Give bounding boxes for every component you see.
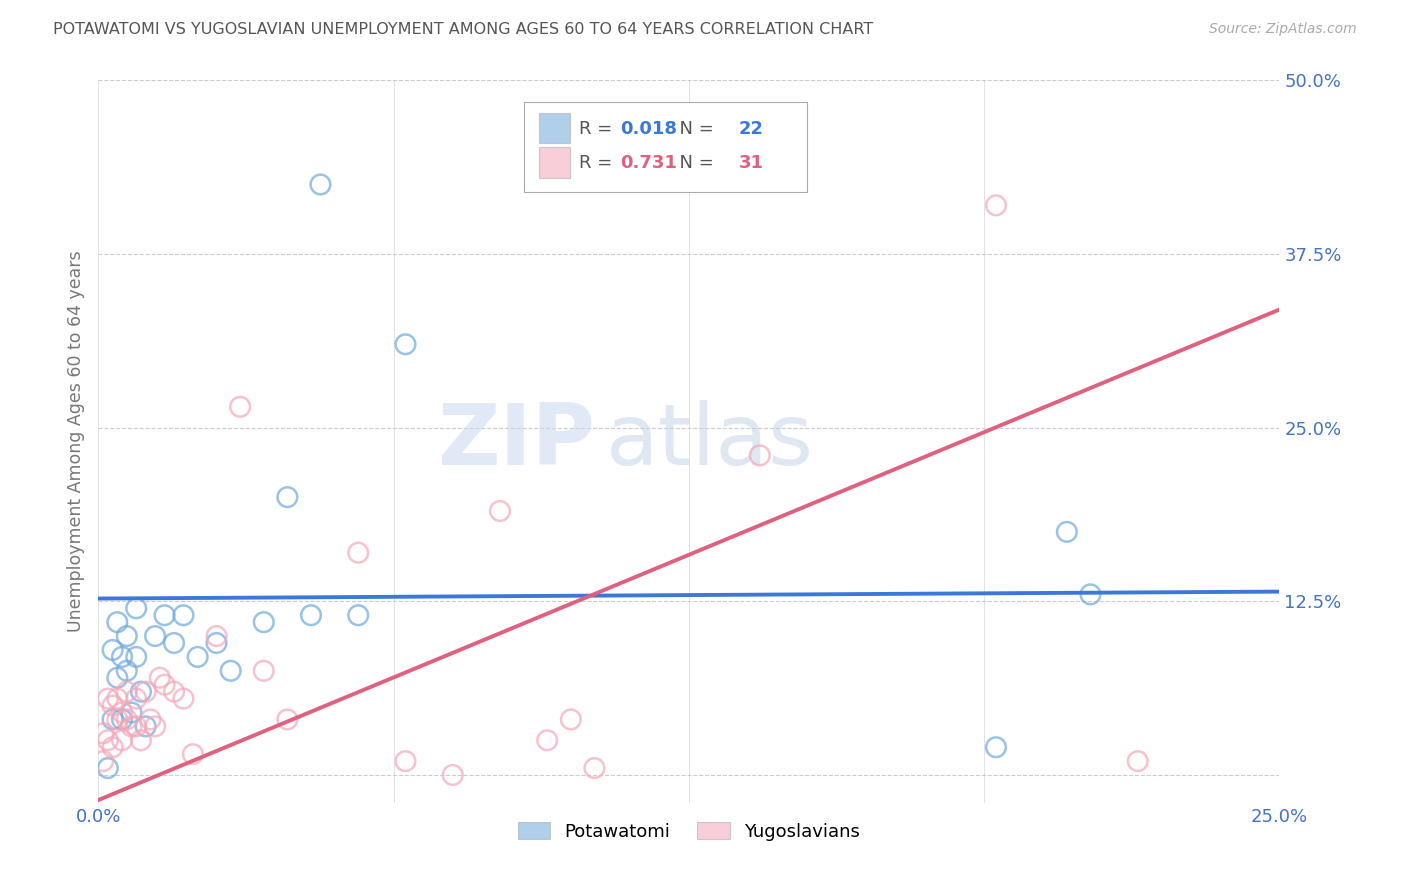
Point — [129, 733, 152, 747]
Point — [111, 713, 134, 727]
Text: N =: N = — [668, 154, 720, 172]
Point — [135, 719, 157, 733]
Point — [187, 649, 209, 664]
Point — [347, 608, 370, 623]
Text: 0.731: 0.731 — [620, 154, 678, 172]
Point — [984, 740, 1007, 755]
Point — [205, 629, 228, 643]
Point — [115, 713, 138, 727]
Point — [163, 684, 186, 698]
Text: R =: R = — [579, 154, 619, 172]
Point — [111, 733, 134, 747]
Point — [121, 719, 143, 733]
Point — [347, 546, 370, 560]
Text: R =: R = — [579, 120, 619, 137]
Point — [1056, 524, 1078, 539]
Point — [101, 740, 124, 755]
Point — [105, 713, 128, 727]
Text: atlas: atlas — [606, 400, 814, 483]
Point — [91, 754, 114, 768]
Point — [394, 337, 416, 351]
Point — [299, 608, 322, 623]
Point — [172, 608, 194, 623]
Point — [149, 671, 172, 685]
Point — [115, 629, 138, 643]
Text: 31: 31 — [738, 154, 763, 172]
FancyBboxPatch shape — [538, 112, 569, 143]
Point — [129, 684, 152, 698]
Text: Source: ZipAtlas.com: Source: ZipAtlas.com — [1209, 22, 1357, 37]
Point — [111, 649, 134, 664]
Point — [139, 713, 162, 727]
Point — [105, 691, 128, 706]
Point — [121, 706, 143, 720]
Legend: Potawatomi, Yugoslavians: Potawatomi, Yugoslavians — [510, 815, 868, 848]
Point — [394, 754, 416, 768]
Point — [111, 706, 134, 720]
Point — [125, 601, 148, 615]
Point — [172, 691, 194, 706]
Point — [1080, 587, 1102, 601]
Point — [489, 504, 512, 518]
FancyBboxPatch shape — [538, 147, 569, 178]
Point — [97, 691, 120, 706]
Point — [101, 698, 124, 713]
Text: POTAWATOMI VS YUGOSLAVIAN UNEMPLOYMENT AMONG AGES 60 TO 64 YEARS CORRELATION CHA: POTAWATOMI VS YUGOSLAVIAN UNEMPLOYMENT A… — [53, 22, 873, 37]
Point — [125, 649, 148, 664]
Point — [143, 719, 166, 733]
Point — [441, 768, 464, 782]
FancyBboxPatch shape — [523, 102, 807, 193]
Point — [748, 449, 770, 463]
Point — [115, 664, 138, 678]
Point — [91, 726, 114, 740]
Y-axis label: Unemployment Among Ages 60 to 64 years: Unemployment Among Ages 60 to 64 years — [66, 251, 84, 632]
Point — [181, 747, 204, 761]
Point — [105, 671, 128, 685]
Point — [115, 684, 138, 698]
Point — [143, 629, 166, 643]
Point — [135, 684, 157, 698]
Text: 0.018: 0.018 — [620, 120, 678, 137]
Point — [229, 400, 252, 414]
Point — [97, 761, 120, 775]
Point — [1126, 754, 1149, 768]
Point — [153, 678, 176, 692]
Point — [101, 713, 124, 727]
Point — [276, 490, 298, 504]
Point — [97, 733, 120, 747]
Text: N =: N = — [668, 120, 720, 137]
Point — [219, 664, 242, 678]
Point — [560, 713, 582, 727]
Point — [583, 761, 606, 775]
Point — [163, 636, 186, 650]
Point — [309, 178, 332, 192]
Point — [984, 198, 1007, 212]
Point — [205, 636, 228, 650]
Point — [125, 719, 148, 733]
Text: 22: 22 — [738, 120, 763, 137]
Point — [125, 691, 148, 706]
Point — [276, 713, 298, 727]
Point — [253, 664, 276, 678]
Point — [536, 733, 558, 747]
Point — [101, 643, 124, 657]
Text: ZIP: ZIP — [437, 400, 595, 483]
Point — [253, 615, 276, 630]
Point — [105, 615, 128, 630]
Point — [153, 608, 176, 623]
